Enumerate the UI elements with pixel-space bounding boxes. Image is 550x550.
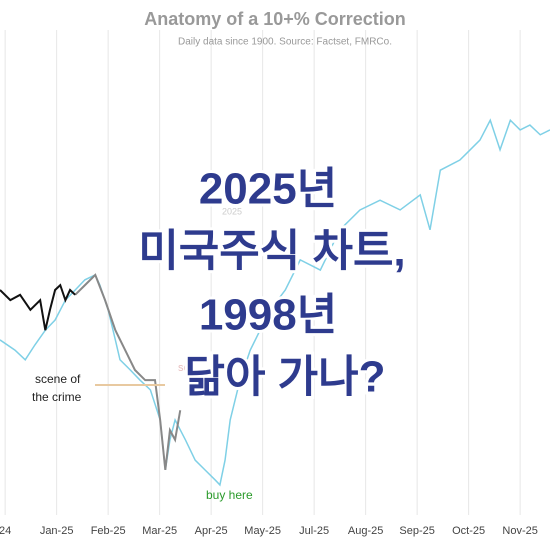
series-line <box>0 118 550 487</box>
overlay: 2025년 미국주식 차트, 1998년 닮아 가나? <box>135 162 408 405</box>
lines <box>0 118 550 487</box>
x-tick-label: Mar-25 <box>142 525 177 537</box>
x-tick-label: Apr-25 <box>195 525 228 537</box>
series-line <box>0 283 76 331</box>
chart-title: Anatomy of a 10+% Correction <box>144 9 406 29</box>
overlay-text: 닮아 가나? <box>184 353 385 402</box>
overlay-text: 미국주식 차트, <box>138 227 405 276</box>
x-tick-label: Jan-25 <box>40 525 74 537</box>
overlay-text: 2025년 <box>199 165 337 214</box>
annotation: the crime <box>32 390 82 404</box>
annotation: scene of <box>35 372 81 386</box>
chart-subtitle: Daily data since 1900. Source: Factset, … <box>178 37 392 48</box>
x-tick-label: Feb-25 <box>91 525 126 537</box>
x-tick-label: Sep-25 <box>399 525 434 537</box>
annotation: buy here <box>206 488 253 502</box>
series-line <box>74 273 182 471</box>
x-tick-label: 24 <box>0 525 11 537</box>
x-tick-label: Aug-25 <box>348 525 383 537</box>
x-tick-label: Oct-25 <box>452 525 485 537</box>
annotation: 2025 <box>222 206 242 216</box>
annotation: sell <box>178 362 195 374</box>
x-tick-label: May-25 <box>244 525 281 537</box>
overlay-text: 1998년 <box>199 291 337 340</box>
x-tick-label: Nov-25 <box>502 525 537 537</box>
x-tick-label: Jul-25 <box>299 525 329 537</box>
grid <box>4 30 521 515</box>
